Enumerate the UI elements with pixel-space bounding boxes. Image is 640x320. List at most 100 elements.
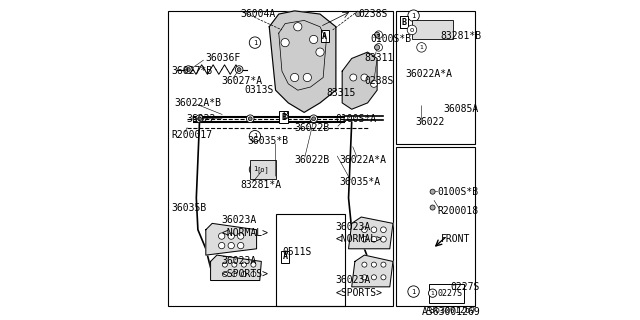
Circle shape	[371, 80, 378, 87]
Circle shape	[251, 262, 256, 267]
Polygon shape	[206, 223, 257, 255]
Text: R200017: R200017	[171, 130, 212, 140]
Circle shape	[430, 189, 435, 194]
Circle shape	[248, 117, 252, 121]
Text: A363001269: A363001269	[422, 307, 480, 317]
Text: 36023A: 36023A	[336, 221, 371, 232]
Text: 36027*A: 36027*A	[221, 76, 263, 86]
Text: 36022B: 36022B	[294, 155, 330, 165]
Circle shape	[374, 32, 380, 37]
Circle shape	[310, 35, 318, 44]
Circle shape	[218, 243, 225, 249]
Circle shape	[232, 272, 237, 277]
Circle shape	[310, 115, 317, 123]
Circle shape	[186, 68, 190, 71]
Text: 36022A*A: 36022A*A	[406, 69, 452, 79]
Polygon shape	[342, 52, 377, 109]
Text: 36027*B: 36027*B	[171, 66, 212, 76]
Circle shape	[374, 45, 380, 50]
Text: 36004A: 36004A	[241, 9, 276, 19]
Text: A363001269: A363001269	[426, 306, 476, 316]
Circle shape	[198, 117, 202, 121]
Circle shape	[237, 68, 241, 71]
Circle shape	[249, 164, 260, 175]
Text: 0511S: 0511S	[282, 247, 311, 257]
Text: B: B	[401, 18, 406, 27]
Text: 83281*B: 83281*B	[440, 31, 482, 41]
Circle shape	[375, 31, 383, 38]
Circle shape	[281, 38, 289, 47]
Circle shape	[249, 37, 260, 48]
Text: 36022: 36022	[415, 117, 445, 127]
Circle shape	[381, 262, 386, 267]
Bar	[412, 20, 453, 39]
Text: 83315: 83315	[326, 88, 356, 98]
Circle shape	[294, 23, 302, 31]
Circle shape	[228, 243, 234, 249]
Circle shape	[371, 262, 376, 267]
Text: 1: 1	[253, 133, 257, 139]
Bar	[429, 284, 464, 303]
Circle shape	[222, 272, 227, 277]
Text: 1: 1	[253, 166, 257, 172]
Text: [o]: [o]	[257, 166, 269, 173]
Text: A: A	[283, 252, 287, 261]
Text: A: A	[323, 32, 327, 41]
Circle shape	[232, 262, 237, 267]
Circle shape	[237, 233, 244, 239]
Text: <NORMAL>: <NORMAL>	[336, 234, 383, 244]
Circle shape	[381, 275, 386, 280]
Text: 0227S: 0227S	[450, 282, 479, 292]
Text: 1: 1	[412, 289, 416, 295]
Circle shape	[249, 131, 260, 142]
Circle shape	[222, 262, 227, 267]
Circle shape	[236, 66, 243, 73]
Text: 36035B: 36035B	[171, 203, 206, 212]
Text: 36022: 36022	[187, 114, 216, 124]
Text: B: B	[401, 18, 406, 27]
Text: 0100S*B: 0100S*B	[371, 35, 412, 44]
Text: 0100S*B: 0100S*B	[437, 187, 479, 197]
Text: 36085A: 36085A	[444, 104, 479, 114]
Circle shape	[362, 275, 367, 280]
Circle shape	[371, 275, 376, 280]
Text: 83281*A: 83281*A	[241, 180, 282, 190]
Text: 1: 1	[253, 40, 257, 46]
Circle shape	[246, 115, 254, 123]
Bar	[250, 160, 276, 179]
Text: 36036F: 36036F	[206, 53, 241, 63]
Text: <SPORTS>: <SPORTS>	[336, 288, 383, 298]
Text: 0313S: 0313S	[244, 85, 273, 95]
Text: B: B	[281, 113, 286, 122]
Circle shape	[375, 44, 383, 51]
Text: 0227S: 0227S	[438, 289, 463, 298]
Circle shape	[228, 233, 234, 239]
Circle shape	[362, 236, 367, 242]
Text: 1: 1	[412, 13, 416, 19]
Polygon shape	[269, 11, 336, 112]
Text: 0238S: 0238S	[364, 76, 394, 86]
Circle shape	[428, 289, 436, 297]
Circle shape	[381, 236, 387, 242]
Circle shape	[362, 227, 367, 233]
Circle shape	[371, 236, 377, 242]
Polygon shape	[352, 255, 393, 287]
Circle shape	[408, 286, 419, 297]
Text: B: B	[282, 111, 288, 121]
Text: 36023A: 36023A	[221, 256, 257, 267]
Circle shape	[371, 227, 377, 233]
Circle shape	[430, 205, 435, 210]
Text: 36022A*A: 36022A*A	[339, 155, 386, 165]
Circle shape	[184, 66, 192, 73]
Text: 1: 1	[420, 45, 424, 50]
Text: 0100S*A: 0100S*A	[336, 114, 377, 124]
Text: 36023A: 36023A	[221, 215, 257, 225]
Text: 36023A: 36023A	[336, 276, 371, 285]
Text: R200018: R200018	[437, 206, 479, 216]
Text: 36022B: 36022B	[294, 123, 330, 133]
Circle shape	[251, 272, 256, 277]
Text: 36035*A: 36035*A	[339, 177, 380, 187]
Circle shape	[362, 262, 367, 267]
Circle shape	[407, 25, 417, 35]
Circle shape	[408, 10, 419, 21]
